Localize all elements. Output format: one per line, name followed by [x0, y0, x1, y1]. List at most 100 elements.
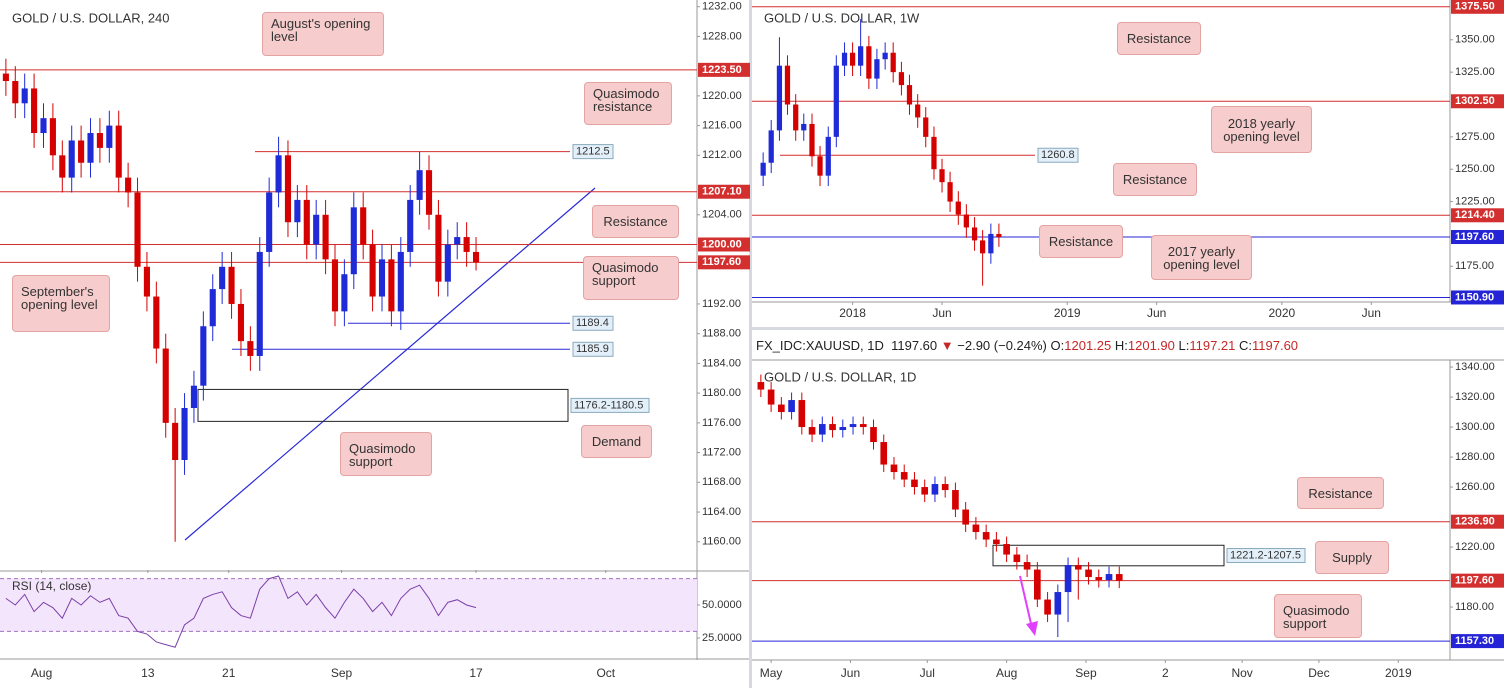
price-label: 1214.40 [1455, 209, 1495, 221]
price-label-bg [1451, 634, 1504, 649]
level-label: 1185.9 [576, 343, 609, 355]
candle-body [841, 52, 848, 66]
open: 1201.25 [1064, 338, 1112, 353]
price-label: 1157.30 [1455, 635, 1494, 647]
price-label: 1197.60 [1455, 231, 1494, 243]
candle-body [256, 251, 263, 356]
candle-body [962, 509, 969, 525]
candle-body [87, 133, 94, 163]
y-tick-label: 50.0000 [702, 599, 742, 611]
candle-body [880, 442, 888, 465]
price-label-bg [698, 237, 750, 252]
candle-body [153, 296, 160, 349]
callout: Quasimodo support [1274, 594, 1362, 638]
price-label: 1197.60 [702, 256, 741, 268]
candle-body [341, 274, 348, 312]
zone-label: 1221.2-1207.5 [1230, 549, 1301, 561]
y-tick-label: 25.0000 [702, 632, 742, 644]
candle-body [939, 169, 945, 183]
candle-body [859, 424, 867, 428]
candle-body [833, 65, 839, 137]
price-label-bg [1451, 573, 1504, 588]
price-label: 1375.50 [1455, 1, 1495, 13]
y-tick-label: 1216.00 [702, 119, 742, 131]
candle-body [190, 385, 197, 408]
candle-body [416, 170, 423, 200]
candle-body [955, 201, 961, 215]
candle-body [1054, 592, 1062, 615]
x-tick-label: Aug [31, 666, 52, 680]
price-label: 1236.90 [1455, 516, 1495, 528]
x-tick-label: 2 [1162, 666, 1169, 680]
candle-body [378, 259, 386, 297]
x-tick-label: Nov [1231, 666, 1252, 680]
x-tick-label: Jun [1147, 306, 1166, 320]
close-label: C: [1239, 338, 1252, 353]
candle-body [172, 422, 179, 461]
level-label-bg [1037, 147, 1079, 163]
price-label-bg [698, 184, 750, 199]
y-tick-label: 1172.00 [702, 446, 741, 458]
candle-body [125, 177, 132, 193]
y-tick-label: 1340.00 [1455, 361, 1495, 373]
candle-body [866, 46, 872, 79]
candle-body [463, 237, 470, 252]
candle-body [31, 88, 38, 134]
x-tick-label: Jun [932, 306, 951, 320]
candle-body [980, 240, 986, 254]
candle-body [760, 162, 766, 176]
callout: September's opening level [12, 275, 110, 332]
candle-body [331, 259, 339, 312]
x-tick-label: 2018 [839, 306, 866, 320]
candle-body [454, 237, 461, 245]
candle-body [1105, 574, 1113, 581]
candle-body [284, 155, 292, 223]
candle-body [472, 251, 480, 263]
candle-body [40, 118, 47, 134]
y-tick-label: 1160.00 [702, 536, 741, 548]
change: −2.90 (−0.24%) [957, 338, 1047, 353]
candle-body [776, 65, 783, 131]
y-tick-label: 1325.00 [1455, 66, 1495, 78]
candle-body [2, 73, 9, 82]
low-label: L: [1178, 338, 1190, 353]
level-label: 1212.5 [576, 146, 610, 158]
candle-body [1013, 554, 1021, 563]
high-label: H: [1114, 338, 1128, 353]
x-tick-label: Jun [1362, 306, 1381, 320]
candle-body [115, 125, 122, 178]
candle-body [858, 46, 864, 66]
candle-body [181, 407, 188, 461]
candle-body [1034, 569, 1041, 600]
candle-body [1095, 577, 1103, 581]
candle-body [817, 156, 823, 176]
y-tick-label: 1300.00 [1455, 421, 1495, 433]
chart-title: GOLD / U.S. DOLLAR, 240 [12, 10, 170, 25]
y-tick-label: 1220.00 [702, 90, 742, 102]
candle-body [388, 259, 395, 312]
x-tick-label: 2019 [1054, 306, 1081, 320]
y-tick-label: 1164.00 [702, 506, 741, 518]
x-tick-label: Aug [996, 666, 1017, 680]
candle-body [849, 52, 856, 66]
candle-body [397, 251, 404, 312]
candle-body [1074, 565, 1082, 570]
y-tick-label: 1175.00 [1455, 260, 1494, 272]
candle-body [21, 88, 28, 104]
x-tick-label: 17 [469, 666, 483, 680]
price-label-bg [1451, 0, 1504, 14]
candle-body [915, 104, 921, 118]
price-label: 1150.90 [1455, 291, 1494, 303]
candle-body [788, 400, 795, 413]
trendline [184, 187, 596, 541]
y-tick-label: 1275.00 [1455, 131, 1495, 143]
y-tick-label: 1180.00 [1455, 601, 1494, 613]
candle-body [275, 155, 282, 193]
candle-body [921, 487, 929, 495]
candle-body [993, 539, 1000, 545]
y-tick-label: 1320.00 [1455, 391, 1495, 403]
candle-body [971, 227, 978, 241]
candle-body [237, 303, 245, 342]
callout: Resistance [1297, 477, 1384, 509]
price-label: 1223.50 [702, 64, 742, 76]
